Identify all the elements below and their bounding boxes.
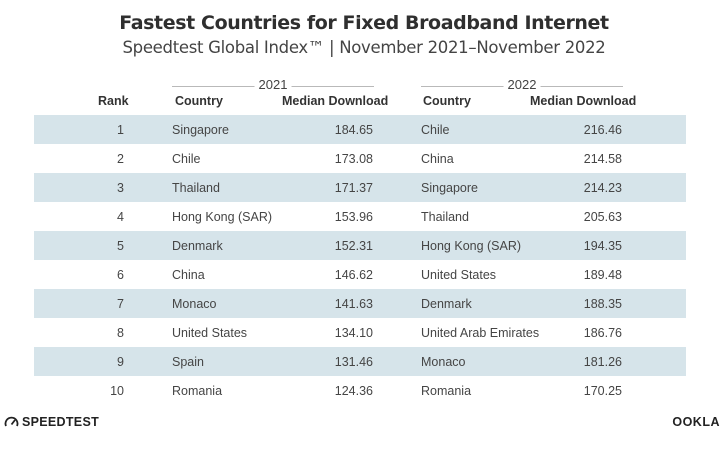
country-2022-cell: Monaco: [421, 355, 466, 369]
download-2021-cell: 124.36: [334, 384, 373, 398]
chart-subtitle: Speedtest Global Index™ | November 2021–…: [122, 38, 606, 57]
country-2021-cell: Romania: [172, 384, 223, 398]
download-2022-cell: 205.63: [583, 210, 622, 224]
rank-cell: 7: [117, 297, 124, 311]
download-2021-cell: 153.96: [334, 210, 373, 224]
download-2022-cell: 194.35: [583, 239, 622, 253]
speedometer-icon: [4, 416, 19, 427]
chart-title: Fastest Countries for Fixed Broadband In…: [119, 12, 609, 34]
year-2021-group: 2021: [172, 77, 374, 93]
country-2022-cell: United Arab Emirates: [421, 326, 540, 340]
download-2021-cell: 141.63: [334, 297, 373, 311]
country-2021-cell: Chile: [172, 152, 201, 166]
rank-cell: 2: [117, 152, 124, 166]
country-2022-cell: China: [421, 152, 454, 166]
header-country-2021: Country: [175, 94, 223, 108]
country-2022-cell: Thailand: [421, 210, 469, 224]
table-row: 10 Romania 124.36 Romania 170.25: [34, 376, 686, 405]
country-2022-cell: Hong Kong (SAR): [421, 239, 522, 253]
header-country-2022: Country: [423, 94, 471, 108]
country-2022-cell: Chile: [421, 123, 450, 137]
download-2021-cell: 131.46: [334, 355, 373, 369]
country-2021-cell: Denmark: [172, 239, 223, 253]
rank-cell: 3: [117, 181, 124, 195]
rank-cell: 8: [117, 326, 124, 340]
rank-cell: 6: [117, 268, 124, 282]
rankings-table: 1 Singapore 184.65 Chile 216.46 2 Chile …: [34, 115, 686, 405]
download-2021-cell: 134.10: [334, 326, 373, 340]
country-2022-cell: Singapore: [421, 181, 478, 195]
country-2022-cell: Denmark: [421, 297, 472, 311]
download-2021-cell: 173.08: [334, 152, 373, 166]
table-row: 5 Denmark 152.31 Hong Kong (SAR) 194.35: [34, 231, 686, 260]
year-2022-label: 2022: [503, 77, 541, 92]
rank-cell: 10: [110, 384, 124, 398]
download-2022-cell: 181.26: [583, 355, 622, 369]
table-row: 7 Monaco 141.63 Denmark 188.35: [34, 289, 686, 318]
download-2022-cell: 170.25: [583, 384, 622, 398]
download-2022-cell: 214.23: [583, 181, 622, 195]
download-2022-cell: 214.58: [583, 152, 622, 166]
table-row: 8 United States 134.10 United Arab Emira…: [34, 318, 686, 347]
rank-cell: 5: [117, 239, 124, 253]
rank-cell: 4: [117, 210, 124, 224]
download-2021-cell: 146.62: [334, 268, 373, 282]
table-row: 3 Thailand 171.37 Singapore 214.23: [34, 173, 686, 202]
country-2022-cell: United States: [421, 268, 497, 282]
download-2022-cell: 189.48: [583, 268, 622, 282]
speedtest-logo: SPEEDTEST: [4, 415, 99, 429]
country-2021-cell: Spain: [172, 355, 204, 369]
table-row: 6 China 146.62 United States 189.48: [34, 260, 686, 289]
download-2021-cell: 171.37: [334, 181, 373, 195]
table-row: 2 Chile 173.08 China 214.58: [34, 144, 686, 173]
year-2022-group: 2022: [421, 77, 623, 93]
year-2021-label: 2021: [254, 77, 292, 92]
rank-cell: 9: [117, 355, 124, 369]
header-download-2021: Median Download: [282, 94, 389, 108]
country-2022-cell: Romania: [421, 384, 472, 398]
table-row: 1 Singapore 184.65 Chile 216.46: [34, 115, 686, 144]
download-2022-cell: 186.76: [583, 326, 622, 340]
table-row: 9 Spain 131.46 Monaco 181.26: [34, 347, 686, 376]
country-2021-cell: Hong Kong (SAR): [172, 210, 273, 224]
header-rank: Rank: [98, 94, 129, 108]
rank-cell: 1: [117, 123, 124, 137]
download-2022-cell: 188.35: [583, 297, 622, 311]
ookla-logo: OOKLA: [672, 415, 720, 429]
country-2021-cell: Monaco: [172, 297, 217, 311]
download-2022-cell: 216.46: [583, 123, 622, 137]
header-download-2022: Median Download: [530, 94, 637, 108]
download-2021-cell: 152.31: [334, 239, 373, 253]
table-row: 4 Hong Kong (SAR) 153.96 Thailand 205.63: [34, 202, 686, 231]
country-2021-cell: Singapore: [172, 123, 229, 137]
country-2021-cell: China: [172, 268, 205, 282]
country-2021-cell: United States: [172, 326, 248, 340]
country-2021-cell: Thailand: [172, 181, 220, 195]
download-2021-cell: 184.65: [334, 123, 373, 137]
speedtest-wordmark: SPEEDTEST: [22, 415, 100, 429]
